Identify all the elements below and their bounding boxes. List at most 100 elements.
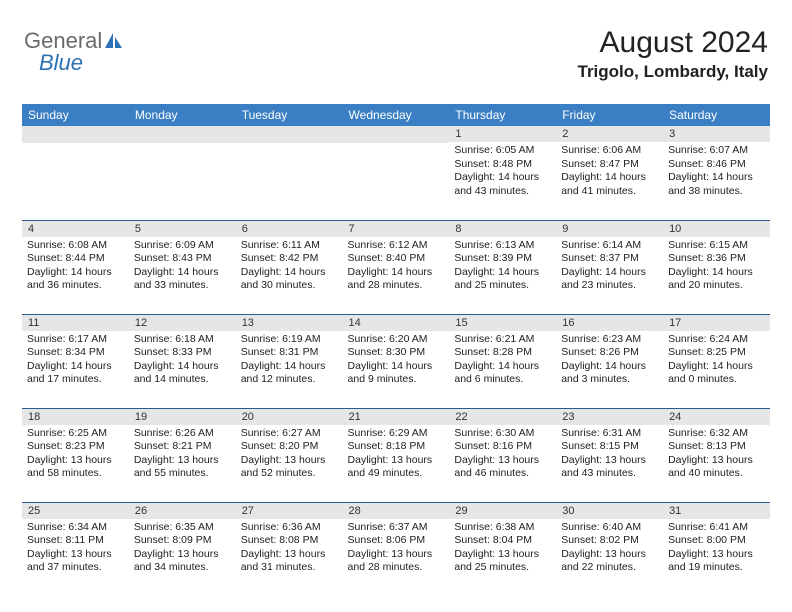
day-number: 12 [129,315,236,331]
day-number: 5 [129,221,236,237]
day-number: 31 [663,503,770,519]
day-body: Sunrise: 6:09 AMSunset: 8:43 PMDaylight:… [129,237,236,297]
day-header: Wednesday [343,104,450,126]
day-number: 9 [556,221,663,237]
day-header: Monday [129,104,236,126]
calendar-cell: 20Sunrise: 6:27 AMSunset: 8:20 PMDayligh… [236,408,343,502]
day-number: 6 [236,221,343,237]
calendar-cell: 14Sunrise: 6:20 AMSunset: 8:30 PMDayligh… [343,314,450,408]
calendar-cell: 8Sunrise: 6:13 AMSunset: 8:39 PMDaylight… [449,220,556,314]
calendar-cell: 18Sunrise: 6:25 AMSunset: 8:23 PMDayligh… [22,408,129,502]
calendar-row: 18Sunrise: 6:25 AMSunset: 8:23 PMDayligh… [22,408,770,502]
calendar-cell: 7Sunrise: 6:12 AMSunset: 8:40 PMDaylight… [343,220,450,314]
location: Trigolo, Lombardy, Italy [578,62,769,82]
day-number: 11 [22,315,129,331]
calendar-cell: 11Sunrise: 6:17 AMSunset: 8:34 PMDayligh… [22,314,129,408]
calendar-cell: 13Sunrise: 6:19 AMSunset: 8:31 PMDayligh… [236,314,343,408]
calendar-cell [129,126,236,220]
calendar-cell: 5Sunrise: 6:09 AMSunset: 8:43 PMDaylight… [129,220,236,314]
day-body: Sunrise: 6:35 AMSunset: 8:09 PMDaylight:… [129,519,236,579]
day-number: 28 [343,503,450,519]
calendar-cell: 22Sunrise: 6:30 AMSunset: 8:16 PMDayligh… [449,408,556,502]
day-number: 8 [449,221,556,237]
day-number: 16 [556,315,663,331]
day-body: Sunrise: 6:07 AMSunset: 8:46 PMDaylight:… [663,142,770,202]
calendar-cell: 23Sunrise: 6:31 AMSunset: 8:15 PMDayligh… [556,408,663,502]
day-body: Sunrise: 6:40 AMSunset: 8:02 PMDaylight:… [556,519,663,579]
day-number: 19 [129,409,236,425]
day-number: 13 [236,315,343,331]
day-body: Sunrise: 6:17 AMSunset: 8:34 PMDaylight:… [22,331,129,391]
day-number: 1 [449,126,556,142]
calendar-cell: 9Sunrise: 6:14 AMSunset: 8:37 PMDaylight… [556,220,663,314]
calendar-cell: 15Sunrise: 6:21 AMSunset: 8:28 PMDayligh… [449,314,556,408]
day-body: Sunrise: 6:13 AMSunset: 8:39 PMDaylight:… [449,237,556,297]
day-body: Sunrise: 6:31 AMSunset: 8:15 PMDaylight:… [556,425,663,485]
day-header: Friday [556,104,663,126]
calendar-cell: 21Sunrise: 6:29 AMSunset: 8:18 PMDayligh… [343,408,450,502]
day-body: Sunrise: 6:27 AMSunset: 8:20 PMDaylight:… [236,425,343,485]
day-header: Tuesday [236,104,343,126]
calendar-header-row: SundayMondayTuesdayWednesdayThursdayFrid… [22,104,770,126]
day-number: 30 [556,503,663,519]
title-area: August 2024 Trigolo, Lombardy, Italy [578,26,769,82]
day-body: Sunrise: 6:38 AMSunset: 8:04 PMDaylight:… [449,519,556,579]
logo: General Blue [24,28,123,54]
empty-day-bar [22,126,129,143]
calendar-cell: 16Sunrise: 6:23 AMSunset: 8:26 PMDayligh… [556,314,663,408]
calendar-cell: 29Sunrise: 6:38 AMSunset: 8:04 PMDayligh… [449,502,556,596]
day-body: Sunrise: 6:41 AMSunset: 8:00 PMDaylight:… [663,519,770,579]
day-number: 3 [663,126,770,142]
day-body: Sunrise: 6:34 AMSunset: 8:11 PMDaylight:… [22,519,129,579]
logo-blue: Blue [39,50,83,76]
day-number: 14 [343,315,450,331]
day-number: 25 [22,503,129,519]
calendar-cell [343,126,450,220]
day-body: Sunrise: 6:37 AMSunset: 8:06 PMDaylight:… [343,519,450,579]
calendar-cell [236,126,343,220]
day-number: 18 [22,409,129,425]
calendar-cell: 19Sunrise: 6:26 AMSunset: 8:21 PMDayligh… [129,408,236,502]
day-number: 17 [663,315,770,331]
day-header: Saturday [663,104,770,126]
calendar-body: 1Sunrise: 6:05 AMSunset: 8:48 PMDaylight… [22,126,770,596]
logo-sail-icon [103,31,123,51]
day-number: 21 [343,409,450,425]
empty-day-bar [236,126,343,143]
day-number: 27 [236,503,343,519]
calendar-cell: 30Sunrise: 6:40 AMSunset: 8:02 PMDayligh… [556,502,663,596]
day-body: Sunrise: 6:18 AMSunset: 8:33 PMDaylight:… [129,331,236,391]
empty-day-bar [129,126,236,143]
day-body: Sunrise: 6:06 AMSunset: 8:47 PMDaylight:… [556,142,663,202]
day-number: 2 [556,126,663,142]
day-body: Sunrise: 6:12 AMSunset: 8:40 PMDaylight:… [343,237,450,297]
day-body: Sunrise: 6:29 AMSunset: 8:18 PMDaylight:… [343,425,450,485]
calendar-cell: 31Sunrise: 6:41 AMSunset: 8:00 PMDayligh… [663,502,770,596]
day-number: 7 [343,221,450,237]
calendar-cell: 28Sunrise: 6:37 AMSunset: 8:06 PMDayligh… [343,502,450,596]
calendar-row: 4Sunrise: 6:08 AMSunset: 8:44 PMDaylight… [22,220,770,314]
calendar-table: SundayMondayTuesdayWednesdayThursdayFrid… [22,104,770,596]
calendar-cell: 12Sunrise: 6:18 AMSunset: 8:33 PMDayligh… [129,314,236,408]
calendar-cell: 1Sunrise: 6:05 AMSunset: 8:48 PMDaylight… [449,126,556,220]
day-number: 10 [663,221,770,237]
day-body: Sunrise: 6:32 AMSunset: 8:13 PMDaylight:… [663,425,770,485]
calendar-row: 25Sunrise: 6:34 AMSunset: 8:11 PMDayligh… [22,502,770,596]
day-body: Sunrise: 6:21 AMSunset: 8:28 PMDaylight:… [449,331,556,391]
day-body: Sunrise: 6:26 AMSunset: 8:21 PMDaylight:… [129,425,236,485]
calendar-cell: 27Sunrise: 6:36 AMSunset: 8:08 PMDayligh… [236,502,343,596]
calendar-cell: 6Sunrise: 6:11 AMSunset: 8:42 PMDaylight… [236,220,343,314]
month-title: August 2024 [578,26,769,60]
calendar-row: 11Sunrise: 6:17 AMSunset: 8:34 PMDayligh… [22,314,770,408]
calendar-cell [22,126,129,220]
day-body: Sunrise: 6:23 AMSunset: 8:26 PMDaylight:… [556,331,663,391]
calendar-cell: 10Sunrise: 6:15 AMSunset: 8:36 PMDayligh… [663,220,770,314]
day-body: Sunrise: 6:14 AMSunset: 8:37 PMDaylight:… [556,237,663,297]
calendar-cell: 4Sunrise: 6:08 AMSunset: 8:44 PMDaylight… [22,220,129,314]
calendar-row: 1Sunrise: 6:05 AMSunset: 8:48 PMDaylight… [22,126,770,220]
day-body: Sunrise: 6:11 AMSunset: 8:42 PMDaylight:… [236,237,343,297]
day-number: 4 [22,221,129,237]
day-number: 22 [449,409,556,425]
day-number: 20 [236,409,343,425]
day-number: 23 [556,409,663,425]
